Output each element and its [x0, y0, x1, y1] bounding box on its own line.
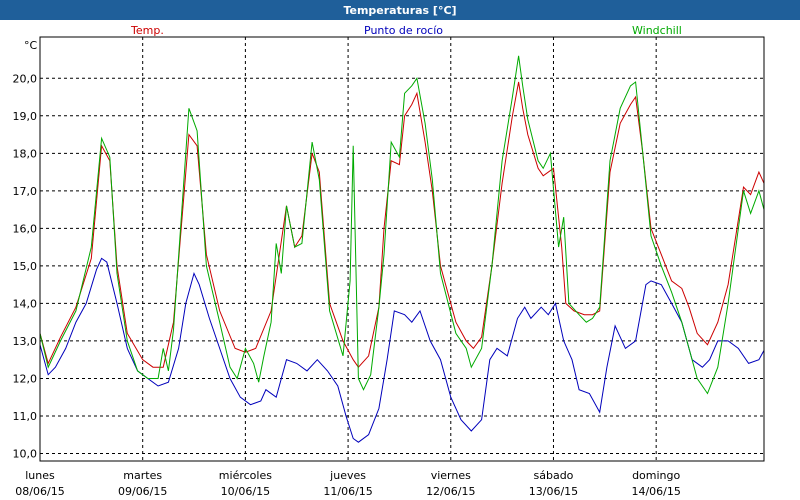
- y-tick-label: 17,0: [13, 185, 38, 198]
- y-tick-label: 12,0: [13, 372, 38, 385]
- temp-series-line: [40, 81, 764, 369]
- x-tick-date: 13/06/15: [529, 485, 578, 498]
- window-title: Temperaturas [°C]: [0, 0, 800, 20]
- x-tick-date: 12/06/15: [426, 485, 475, 498]
- windchill-series-line: [40, 55, 764, 395]
- legend-dew-point: Punto de rocío: [364, 24, 444, 37]
- x-tick-day: jueves: [329, 469, 366, 482]
- y-tick-label: 11,0: [13, 410, 38, 423]
- y-tick-label: 10,0: [13, 447, 38, 460]
- x-ticks: lunes 08/06/15 martes 09/06/15 miércoles 10/0…: [15, 469, 681, 498]
- series-lines: [40, 55, 764, 443]
- y-tick-label: 19,0: [13, 110, 38, 123]
- legend-windchill: Windchill: [632, 24, 682, 37]
- dew-point-series-line: [40, 257, 764, 443]
- y-tick-label: 20,0: [13, 72, 38, 85]
- y-tick-label: 15,0: [13, 260, 38, 273]
- x-tick-date: 11/06/15: [323, 485, 372, 498]
- y-tick-label: 13,0: [13, 335, 38, 348]
- legend-temp: Temp.: [131, 24, 164, 37]
- y-tick-label: 14,0: [13, 297, 38, 310]
- y-tick-label: 16,0: [13, 222, 38, 235]
- x-tick-date: 14/06/15: [631, 485, 680, 498]
- x-tick-day: martes: [123, 469, 162, 482]
- plot-frame: [39, 36, 765, 462]
- x-tick-date: 08/06/15: [15, 485, 64, 498]
- x-tick-day: lunes: [25, 469, 55, 482]
- y-tick-label: 18,0: [13, 147, 38, 160]
- y-ticks: 10,0 11,0 12,0 13,0 14,0 15,0 16,0 17,0 18,0 19,0…: [13, 72, 38, 460]
- x-tick-day: viernes: [431, 469, 471, 482]
- x-tick-date: 09/06/15: [118, 485, 167, 498]
- x-tick-date: 10/06/15: [221, 485, 270, 498]
- grid-lines: [40, 37, 764, 461]
- y-axis-unit: °C: [24, 39, 38, 52]
- x-tick-day: domingo: [632, 469, 680, 482]
- x-tick-day: miércoles: [219, 469, 272, 482]
- x-tick-day: sábado: [534, 469, 574, 482]
